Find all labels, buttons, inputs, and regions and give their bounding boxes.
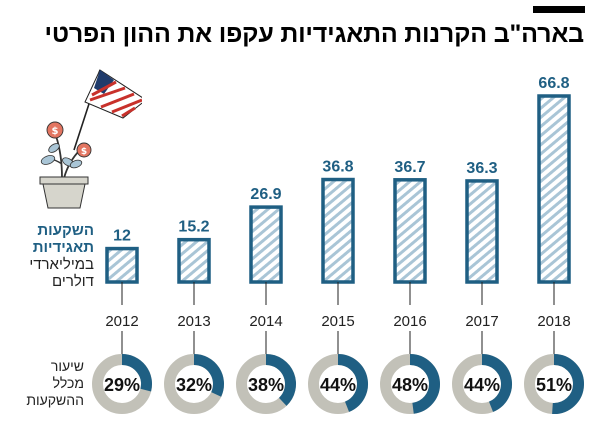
bar [393,178,427,284]
y-axis-label: השקעות תאגידיות במיליארדי דולרים [8,222,94,290]
share-label-line: ההשקעות [26,392,84,408]
share-label-line: שיעור [50,358,84,374]
x-tick-label: 2013 [177,313,210,330]
share-percent-label: 48% [392,375,428,395]
value-label: 15.2 [178,219,209,236]
share-percent-label: 29% [104,375,140,395]
y-label-line: במיליארדי [29,256,94,273]
value-label: 12 [113,228,131,245]
x-tick-label: 2018 [537,313,570,330]
share-ring-fill [193,354,224,397]
chart-title: בארה"ב הקרנות התאגידיות עקפו את ההון הפר… [44,20,584,48]
title-accent-bar [533,6,585,13]
svg-text:$: $ [52,126,59,137]
bar [177,237,211,284]
value-label: 36.7 [394,159,425,176]
bar [537,94,571,284]
value-label: 36.8 [322,159,353,176]
svg-text:$: $ [81,147,87,157]
dollar-coin-icon: $ [76,142,92,158]
share-ring-fill [481,354,512,412]
us-flag-icon [84,69,142,119]
dollar-coin-icon: $ [46,121,64,139]
y-label-line: תאגידיות [32,239,94,256]
bar [105,246,139,284]
share-ring-fill [552,354,584,414]
share-percent-label: 32% [176,375,212,395]
share-percent-label: 51% [536,375,572,395]
bar [321,177,355,284]
share-percent-label: 38% [248,375,284,395]
share-percent-label: 44% [320,375,356,395]
value-label: 66.8 [538,75,569,92]
plant-flag-illustration: $ $ [39,69,142,209]
x-tick-label: 2016 [393,313,426,330]
share-ring-fill [337,354,368,412]
bar [465,179,499,284]
flower-pot-icon [39,176,89,209]
x-tick-label: 2017 [465,313,498,330]
value-label: 26.9 [250,186,281,203]
y-label-line: דולרים [52,273,94,290]
share-label-line: מכלל [52,375,84,391]
bar [249,205,283,284]
x-tick-label: 2014 [249,313,282,330]
value-label: 36.3 [466,160,497,177]
share-percent-label: 44% [464,375,500,395]
x-tick-label: 2012 [105,313,138,330]
x-tick-label: 2015 [321,313,354,330]
share-ring-fill [121,354,152,392]
y-label-line: השקעות [37,222,94,239]
share-label: שיעור מכלל ההשקעות [8,358,84,409]
share-ring-fill [409,354,440,414]
share-ring-fill [265,354,296,406]
